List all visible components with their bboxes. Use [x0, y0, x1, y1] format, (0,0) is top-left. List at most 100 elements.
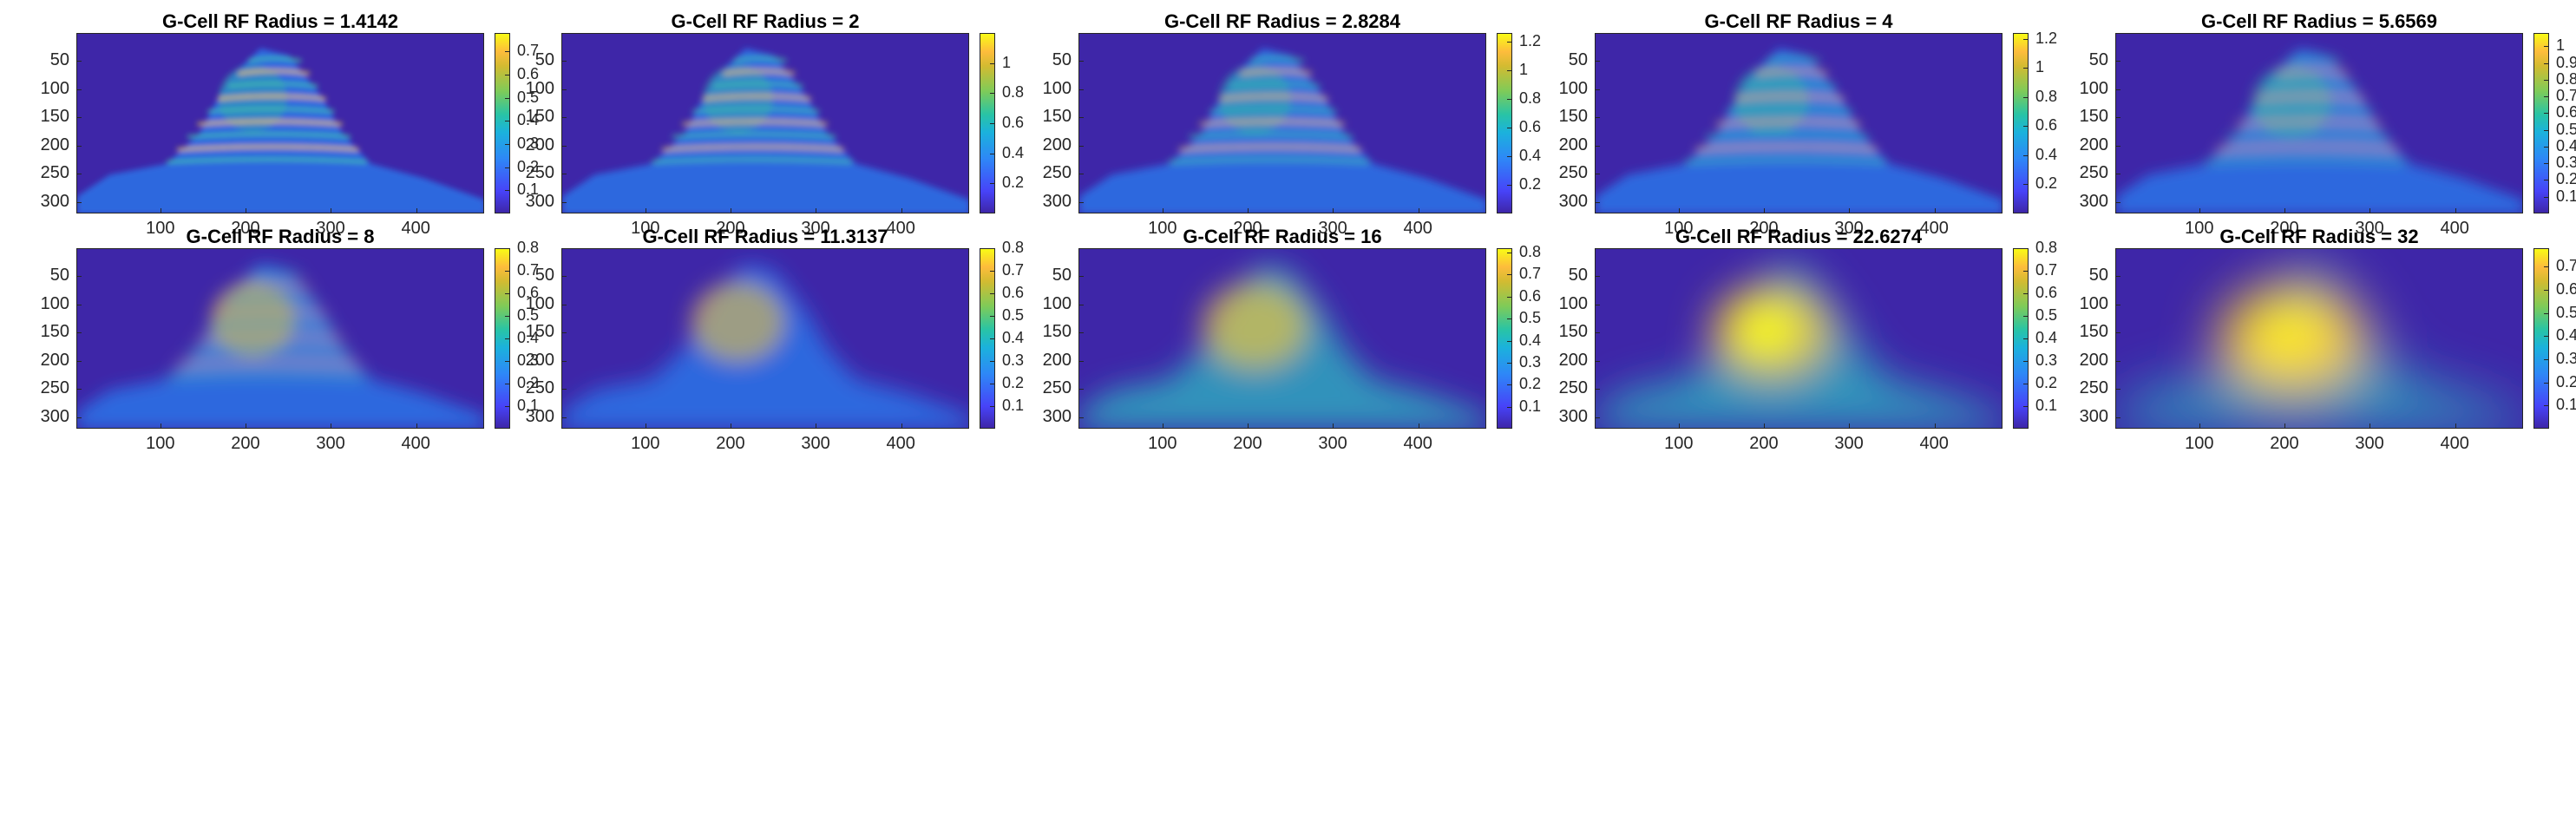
- heatmap-ridge: [2257, 95, 2365, 101]
- y-tick: [1078, 117, 1084, 119]
- x-tick-label: 400: [2440, 434, 2469, 453]
- y-tick: [561, 275, 567, 277]
- colorbar-tick-label: 0.4: [517, 329, 540, 346]
- y-tick-label: 200: [1558, 135, 1588, 154]
- y-tick-label: 50: [1568, 265, 1588, 285]
- y-tick-label: 150: [40, 322, 69, 342]
- y-tick: [1078, 389, 1084, 391]
- colorbar-tick: [2023, 316, 2029, 317]
- colorbar-tick: [2023, 154, 2029, 156]
- colorbar-tick-label: 0.5: [1519, 309, 1542, 327]
- x-tick: [2199, 423, 2201, 429]
- colorbar-tick-label: 0.1: [2035, 397, 2058, 414]
- heatmap-svg: [2116, 34, 2522, 213]
- colorbar-tick: [2544, 312, 2549, 314]
- colorbar-tick: [505, 293, 510, 294]
- colorbar-tick: [1507, 41, 1512, 43]
- heatmap-ridge: [1766, 56, 1820, 62]
- colorbar-tick: [990, 62, 995, 64]
- y-tick: [1078, 201, 1084, 203]
- colorbar-tick-label: 1.2: [1519, 31, 1542, 49]
- heatmap-ridge: [227, 297, 318, 303]
- panel-title: G-Cell RF Radius = 2: [671, 10, 860, 32]
- y-tick-label: 100: [1558, 78, 1588, 98]
- y-tick-label: 150: [1042, 107, 1072, 127]
- colorbar-tick: [990, 361, 995, 362]
- colorbar-tick-label: 0.4: [2035, 145, 2058, 163]
- y-tick: [561, 60, 567, 62]
- heatmap-core: [1733, 65, 1809, 136]
- x-tick: [2455, 423, 2456, 429]
- y-tick-label: 250: [1558, 163, 1588, 183]
- x-tick: [1679, 423, 1681, 429]
- colorbar-tick-label: 1: [1519, 60, 1529, 78]
- heatmap-ridge: [248, 56, 302, 62]
- colorbar-tick-label: 0.1: [1002, 397, 1025, 414]
- colorbar-tick-label: 0.4: [2556, 136, 2576, 154]
- heatmap-panel: G-Cell RF Radius = 16 50 100 150 200 250 300 10…: [1043, 226, 1573, 463]
- colorbar-tick: [2544, 146, 2549, 148]
- heatmap-image: [76, 248, 484, 429]
- heatmap-ridge: [1726, 107, 1853, 113]
- colorbar-tick: [2544, 336, 2549, 338]
- colorbar-tick-label: 0.2: [1002, 374, 1025, 391]
- colorbar-tick-label: 1.2: [2035, 29, 2058, 47]
- colorbar-tick: [1507, 406, 1512, 408]
- x-tick-label: 200: [2270, 219, 2299, 238]
- x-tick-label: 400: [1403, 219, 1432, 238]
- y-tick-label: 100: [2079, 293, 2108, 313]
- colorbar-tick-label: 0.3: [2556, 154, 2576, 172]
- y-tick-label: 300: [40, 406, 69, 426]
- y-tick: [1595, 389, 1600, 391]
- colorbar-tick-label: 0.3: [2556, 350, 2576, 367]
- y-tick: [76, 389, 82, 391]
- colorbar-tick-label: 0.4: [1002, 143, 1025, 161]
- panel-title: G-Cell RF Radius = 8: [186, 226, 375, 247]
- y-tick: [1078, 332, 1084, 334]
- colorbar-tick-label: 0.7: [2556, 87, 2576, 105]
- y-tick: [2115, 145, 2120, 147]
- colorbar-tick: [505, 338, 510, 339]
- colorbar-tick: [505, 190, 510, 192]
- y-tick: [1078, 360, 1084, 362]
- y-tick-label: 50: [49, 265, 69, 285]
- colorbar-tick: [2544, 290, 2549, 291]
- colorbar-tick-label: 0.8: [1519, 243, 1542, 261]
- colorbar-tick: [505, 97, 510, 99]
- colorbar-tick-label: 0.6: [517, 284, 540, 301]
- heatmap-image: [1078, 248, 1486, 429]
- x-tick: [416, 208, 417, 213]
- colorbar-tick: [2023, 126, 2029, 128]
- y-tick: [2115, 389, 2120, 391]
- colorbar-tick: [2544, 359, 2549, 360]
- y-tick-label: 200: [2079, 135, 2108, 154]
- heatmap-core: [209, 280, 296, 358]
- heatmap-image: [561, 33, 969, 213]
- y-tick: [1078, 60, 1084, 62]
- colorbar: [1497, 33, 1512, 213]
- colorbar-tick-label: 0.4: [1519, 331, 1542, 349]
- panel-title: G-Cell RF Radius = 4: [1704, 10, 1893, 32]
- colorbar-tick: [2023, 38, 2029, 40]
- y-tick-label: 100: [1042, 293, 1072, 313]
- y-tick-label: 300: [1558, 406, 1588, 426]
- y-tick: [76, 417, 82, 418]
- colorbar-tick-label: 0.2: [2556, 372, 2576, 391]
- colorbar-tick: [2023, 248, 2029, 249]
- x-tick-label: 300: [1834, 434, 1864, 453]
- x-tick-label: 400: [886, 434, 915, 453]
- panel-title: G-Cell RF Radius = 2.8284: [1163, 10, 1401, 32]
- colorbar-tick: [1507, 155, 1512, 157]
- colorbar-tick-label: 0.6: [1519, 286, 1542, 305]
- y-tick-label: 250: [2079, 163, 2108, 183]
- colorbar-tick-label: 0.8: [1002, 83, 1025, 102]
- heatmap-ridge: [1240, 69, 1313, 75]
- x-tick: [2284, 208, 2286, 213]
- heatmap-svg: [2116, 249, 2522, 428]
- heatmap-hotspot: [1738, 303, 1796, 358]
- x-tick-label: 400: [401, 434, 430, 453]
- x-tick-label: 200: [231, 219, 260, 238]
- colorbar-tick-label: 0.4: [2035, 329, 2058, 346]
- y-tick-label: 150: [1558, 107, 1588, 127]
